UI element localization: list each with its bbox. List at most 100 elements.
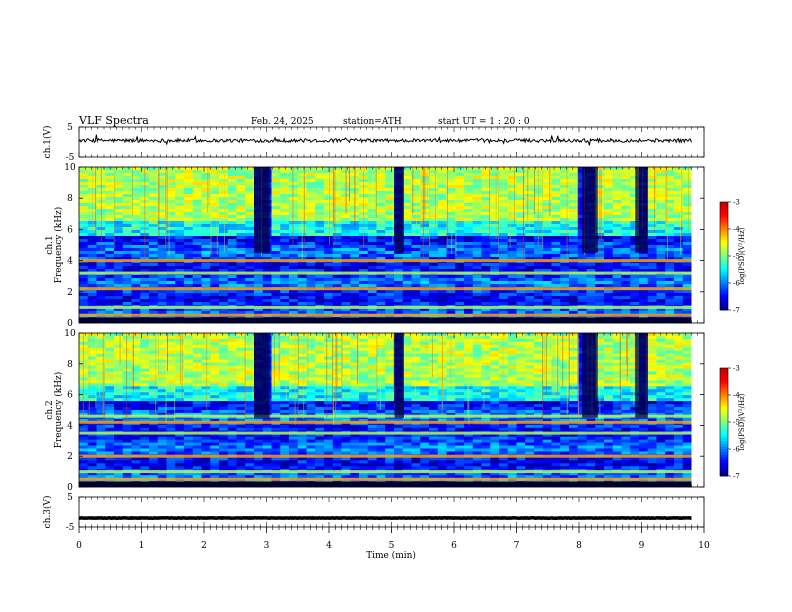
date-label: Feb. 24, 2025	[251, 117, 314, 127]
ch2-spec-cell	[157, 335, 167, 340]
ch2-spec-cell	[604, 341, 614, 346]
ch1-spec-cell	[236, 221, 246, 225]
ch1-spec-cell	[411, 212, 421, 216]
ch2-spec-cell	[175, 362, 185, 366]
ch1-spec-cell	[175, 239, 185, 243]
ch1-spec-cell	[682, 173, 692, 177]
ch2-spec-cell	[551, 338, 561, 343]
ch1-spec-cell	[656, 200, 666, 204]
ch1-spec-cell	[542, 239, 552, 243]
ch1-spec-cell	[674, 242, 684, 246]
ch1-spec-cell	[376, 245, 386, 249]
ch1-spec-cell	[560, 224, 570, 228]
ch1-spec-cell	[306, 278, 316, 282]
ch1-spec-cell	[604, 176, 614, 180]
ch1-spec-cell	[87, 173, 97, 177]
ch1-spec-cell	[254, 263, 264, 267]
ch1-spec-cell	[350, 242, 360, 246]
ch1-spec-cell	[464, 230, 474, 234]
ch1-spec-cell	[166, 302, 176, 306]
ch1-spec-cell	[525, 275, 535, 279]
ch1-spec-cell	[499, 254, 509, 258]
ch1-spec-cell	[499, 227, 509, 231]
ch1-spec-cell	[429, 230, 439, 234]
ch1-spec-cell	[306, 230, 316, 234]
ch1-spec-cell	[385, 296, 395, 300]
ch1-spec-cell	[621, 167, 631, 171]
ch1-spec-cell	[385, 254, 395, 258]
ch1-spec-cell	[621, 233, 631, 237]
ch1-spec-cell	[542, 254, 552, 258]
ch2-spec-cell	[604, 353, 614, 358]
ch1-spec-cell	[289, 173, 299, 177]
ch1-spec-cell	[140, 296, 150, 300]
ch1-spec-cell	[499, 278, 509, 282]
ch1-spec-cell	[271, 182, 281, 186]
ch2-spec-cell	[271, 362, 281, 366]
ch1-spec-cell	[429, 239, 439, 243]
ch1-spec-cell	[516, 236, 526, 240]
ch1-spec-cell	[192, 173, 202, 177]
ch1-spec-cell	[481, 290, 491, 294]
ch1-spec-cell	[157, 257, 167, 261]
ch1-spec-cell	[499, 224, 509, 228]
ch1-spec-cell	[210, 308, 220, 312]
ch1-spec-cell	[332, 233, 342, 237]
ch1-spec-cell	[481, 233, 491, 237]
ch2-spec-cell	[525, 347, 535, 352]
ch1-spec-cell	[140, 281, 150, 285]
ch2-spec-cell	[534, 344, 544, 349]
ch2-spec-cell	[481, 362, 491, 366]
ch1-spec-cell	[192, 194, 202, 198]
ch1-spec-cell	[630, 266, 640, 270]
ch1-spec-cell	[236, 173, 246, 177]
ch1-spec-cell	[464, 293, 474, 297]
ch1-spec-cell	[184, 245, 194, 249]
ch1-spec-cell	[192, 233, 202, 237]
ch2-spec-cell	[621, 344, 631, 349]
ch1-spec-cell	[184, 293, 194, 297]
ch1-spec-cell	[542, 293, 552, 297]
ch2-spec-cell	[367, 362, 377, 366]
ch2-spec-cell	[122, 335, 132, 340]
ch1-spec-cell	[621, 311, 631, 315]
ch1-spec-band	[79, 287, 692, 291]
ch1-spec-cell	[665, 200, 675, 204]
ch2-spec-cell	[280, 359, 290, 364]
ch1-spec-cell	[490, 176, 500, 180]
ch1-spec-cell	[105, 215, 115, 219]
ch1-spec-cell	[674, 218, 684, 222]
ch1-spec-cell	[385, 269, 395, 273]
ch1-spec-cell	[429, 251, 439, 255]
ch2-spec-cell	[621, 333, 631, 337]
ch1-spec-cell	[114, 191, 124, 195]
ch2-spec-cell	[87, 365, 97, 369]
ch1-spec-cell	[79, 263, 89, 267]
ch1-spec-cell	[542, 173, 552, 177]
ch1-spec-cell	[175, 242, 185, 246]
ch1-spec-cell	[289, 200, 299, 204]
ch1-spec-cell	[192, 206, 202, 210]
ch2-spec-cell	[210, 359, 220, 364]
ch1-spec-cell	[402, 206, 412, 210]
ch1-spec-cell	[227, 167, 237, 171]
ch2-spec-cell	[516, 333, 526, 337]
ch1-spec-cell	[551, 236, 561, 240]
ch1-spec-cell	[394, 308, 404, 312]
ch2-spec-cell	[175, 356, 185, 361]
ch1-spec-cell	[149, 293, 159, 297]
ch1-spec-cell	[507, 218, 517, 222]
ch1-spec-cell	[227, 227, 237, 231]
ch1-spec-cell	[87, 299, 97, 303]
ch1-spec-cell	[280, 311, 290, 315]
ch1-spec-cell	[175, 284, 185, 288]
ch1-spec-cell	[525, 194, 535, 198]
ch1-spec-cell	[105, 257, 115, 261]
ch1-spec-cell	[122, 251, 132, 255]
ch1-spec-cell	[96, 266, 106, 270]
ch2-spec-cell	[411, 335, 421, 340]
ch1-spec-cell	[420, 233, 430, 237]
ch1-spec-lf-strip	[79, 317, 692, 323]
ch1-spec-cell	[411, 179, 421, 183]
ch2-spec-cell	[499, 350, 509, 355]
